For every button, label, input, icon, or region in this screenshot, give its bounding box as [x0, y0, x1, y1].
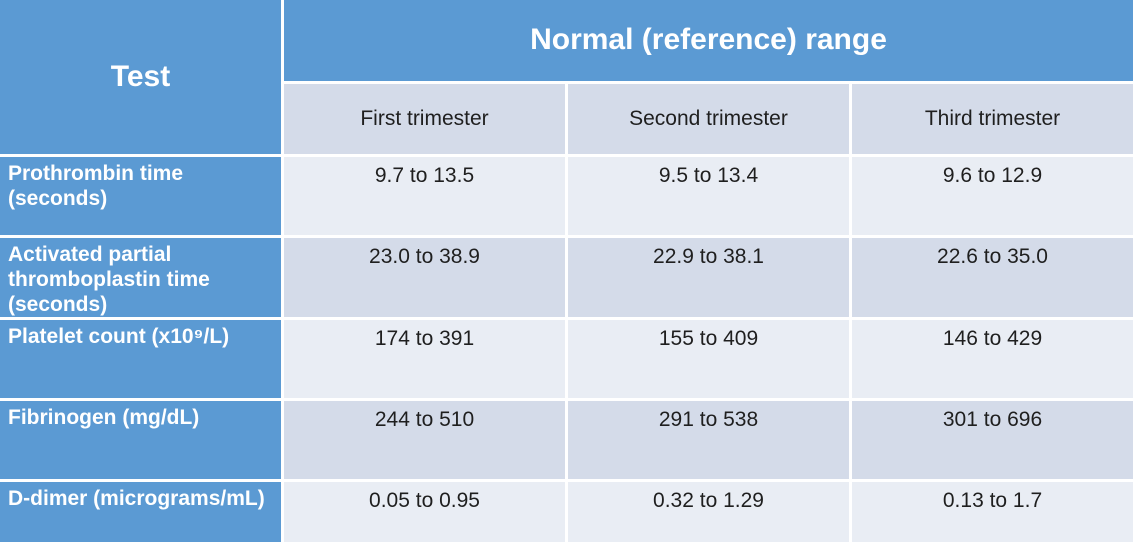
data-cell: 9.5 to 13.4 [568, 157, 849, 235]
data-cell: 23.0 to 38.9 [284, 238, 565, 318]
table-row: D-dimer (micrograms/mL) 0.05 to 0.95 0.3… [0, 482, 1133, 542]
table-row: Platelet count (x10⁹/L) 174 to 391 155 t… [0, 320, 1133, 399]
table-row: Prothrombin time (seconds) 9.7 to 13.5 9… [0, 157, 1133, 235]
data-cell: 244 to 510 [284, 401, 565, 480]
column-header-first-trimester: First trimester [284, 83, 565, 154]
data-cell: 0.13 to 1.7 [852, 482, 1133, 542]
group-header-row: Test Normal (reference) range [0, 0, 1133, 154]
column-header-second-trimester: Second trimester [568, 83, 849, 154]
data-cell: 174 to 391 [284, 320, 565, 399]
column-header-row: First trimester Second trimester Third t… [0, 83, 1133, 154]
row-label-activated-partial-thromboplastin-time: Activated partial thromboplastin time (s… [0, 238, 281, 318]
row-label-platelet-count: Platelet count (x10⁹/L) [0, 320, 281, 399]
data-cell: 301 to 696 [852, 401, 1133, 480]
group-header-cell: Normal (reference) range [284, 0, 1133, 81]
data-cell: 9.6 to 12.9 [852, 157, 1133, 235]
data-cell: 0.05 to 0.95 [284, 482, 565, 542]
data-cell: 22.9 to 38.1 [568, 238, 849, 318]
corner-header-cell: Test [0, 0, 281, 154]
data-cell: 9.7 to 13.5 [284, 157, 565, 235]
row-label-d-dimer: D-dimer (micrograms/mL) [0, 482, 281, 542]
column-header-third-trimester: Third trimester [852, 83, 1133, 154]
row-label-fibrinogen: Fibrinogen (mg/dL) [0, 401, 281, 480]
data-cell: 146 to 429 [852, 320, 1133, 399]
data-cell: 291 to 538 [568, 401, 849, 480]
data-cell: 0.32 to 1.29 [568, 482, 849, 542]
table-row: Activated partial thromboplastin time (s… [0, 238, 1133, 318]
table-row: Fibrinogen (mg/dL) 244 to 510 291 to 538… [0, 401, 1133, 480]
data-cell: 155 to 409 [568, 320, 849, 399]
row-label-prothrombin-time: Prothrombin time (seconds) [0, 157, 281, 235]
data-cell: 22.6 to 35.0 [852, 238, 1133, 318]
